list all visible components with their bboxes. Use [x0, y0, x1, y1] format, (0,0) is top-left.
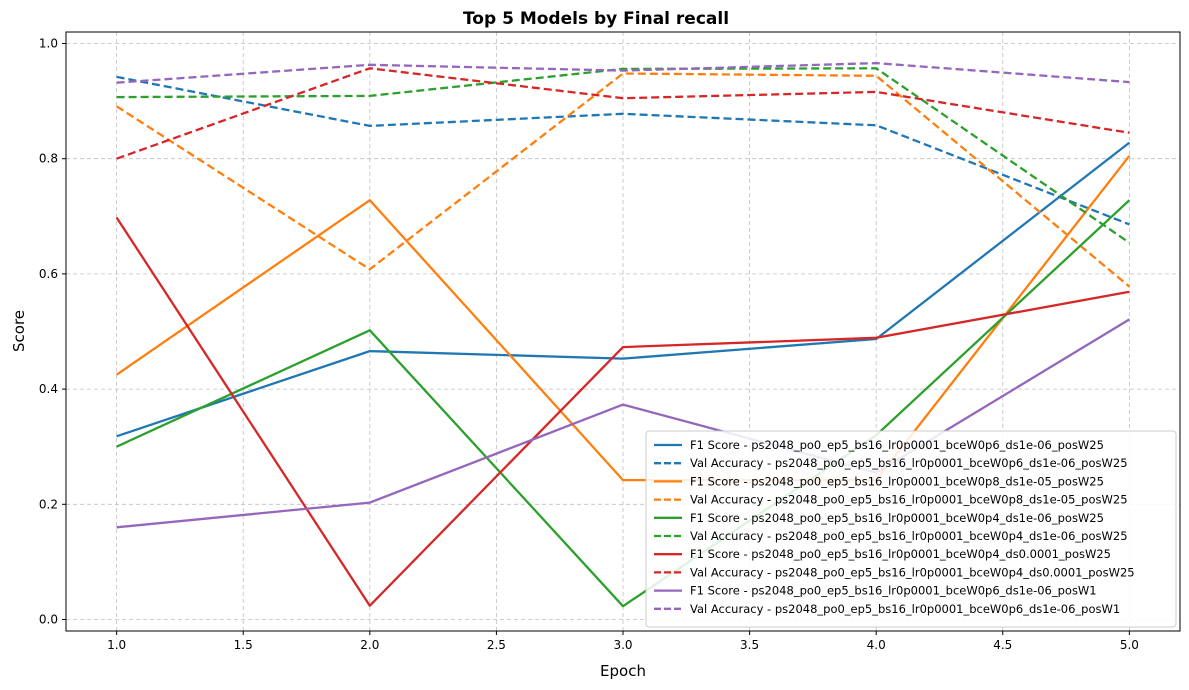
y-tick-label: 0.0 [39, 612, 58, 626]
series-line-9 [116, 318, 1130, 529]
y-tick-label: 0.2 [39, 497, 58, 511]
legend-entry: F1 Score - ps2048_po0_ep5_bs16_lr0p0001_… [690, 547, 1111, 561]
y-tick-label: 0.6 [39, 267, 58, 281]
x-axis-ticks: 1.0 1.5 2.0 2.5 3.0 3.5 4.0 4.5 5.0 [107, 631, 1139, 652]
legend-box [645, 430, 1177, 628]
x-tick-label: 2.0 [360, 638, 379, 652]
legend: F1 Score - ps2048_po0_ep5_bs16_lr0p0001_… [645, 430, 1177, 628]
y-tick-label: 0.8 [39, 152, 58, 166]
series-line-6 [116, 67, 1131, 244]
series-line-10 [116, 61, 1130, 84]
x-tick-label: 3.0 [613, 638, 632, 652]
legend-entry: Val Accuracy - ps2048_po0_ep5_bs16_lr0p0… [690, 456, 1128, 470]
y-tick-label: 0.4 [39, 382, 58, 396]
series-line-1 [116, 141, 1131, 438]
legend-entry: F1 Score - ps2048_po0_ep5_bs16_lr0p0001_… [690, 474, 1104, 488]
x-tick-label: 1.0 [107, 638, 126, 652]
y-axis-ticks: 0.0 0.2 0.4 0.6 0.8 1.0 [39, 37, 66, 626]
x-tick-label: 4.0 [867, 638, 886, 652]
chart-title: Top 5 Models by Final recall [463, 9, 729, 29]
series-line-5 [116, 199, 1131, 608]
series-layer [115, 61, 1131, 608]
series-line-3 [115, 155, 1131, 482]
legend-entry: Val Accuracy - ps2048_po0_ep5_bs16_lr0p0… [690, 565, 1135, 579]
y-tick-label: 1.0 [39, 37, 58, 51]
x-tick-label: 1.5 [234, 638, 253, 652]
legend-entry: F1 Score - ps2048_po0_ep5_bs16_lr0p0001_… [690, 584, 1097, 598]
x-tick-label: 4.5 [993, 638, 1012, 652]
legend-entry: F1 Score - ps2048_po0_ep5_bs16_lr0p0001_… [690, 438, 1104, 452]
legend-entry: Val Accuracy - ps2048_po0_ep5_bs16_lr0p0… [690, 602, 1120, 616]
x-tick-label: 2.5 [487, 638, 506, 652]
x-axis-label: Epoch [600, 662, 646, 680]
y-axis-label: Score [10, 310, 28, 352]
series-line-7 [115, 216, 1130, 607]
series-line-4 [115, 72, 1131, 288]
series-line-8 [116, 67, 1130, 160]
x-tick-label: 5.0 [1120, 638, 1139, 652]
legend-entry: Val Accuracy - ps2048_po0_ep5_bs16_lr0p0… [690, 529, 1128, 543]
x-tick-label: 3.5 [740, 638, 759, 652]
legend-entry: Val Accuracy - ps2048_po0_ep5_bs16_lr0p0… [690, 493, 1128, 507]
series-line-2 [116, 75, 1130, 226]
legend-entry: F1 Score - ps2048_po0_ep5_bs16_lr0p0001_… [690, 511, 1104, 525]
